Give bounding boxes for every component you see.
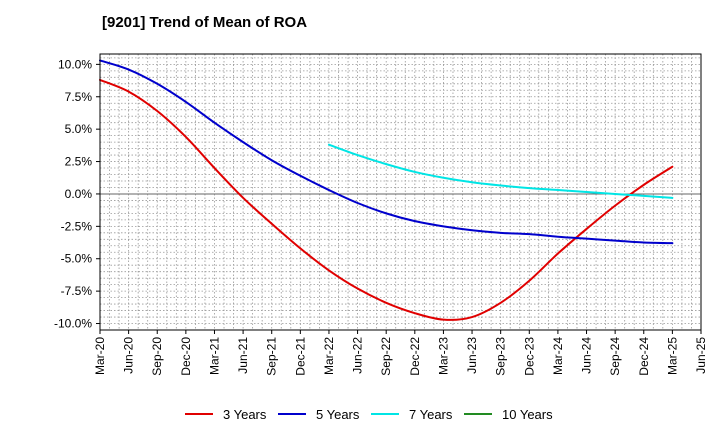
- legend-label-7-years: 7 Years: [409, 407, 453, 422]
- y-tick-label: 2.5%: [65, 155, 93, 169]
- plot-frame: [99, 53, 702, 331]
- y-tick-label: -2.5%: [61, 219, 93, 233]
- x-tick-label: Mar-21: [207, 337, 221, 375]
- x-tick-label: Mar-23: [436, 337, 450, 375]
- y-tick-label: 10.0%: [58, 57, 92, 71]
- y-tick-label: -7.5%: [61, 284, 93, 298]
- x-tick-label: Mar-20: [93, 337, 107, 375]
- x-tick-label: Mar-24: [551, 337, 565, 375]
- legend: 3 Years 5 Years 7 Years 10 Years: [185, 407, 553, 422]
- x-tick-label: Sep-22: [379, 337, 393, 376]
- x-tick-label: Jun-20: [122, 337, 136, 374]
- x-tick-label: Mar-22: [322, 337, 336, 375]
- x-tick-label: Jun-25: [694, 337, 708, 374]
- plot-area: [100, 54, 701, 330]
- x-tick-label: Dec-22: [408, 337, 422, 376]
- x-tick-label: Sep-24: [608, 337, 622, 376]
- x-tick-label: Dec-20: [179, 337, 193, 376]
- y-tick-label: 0.0%: [65, 187, 93, 201]
- x-tick-label: Dec-23: [522, 337, 536, 376]
- chart-title: [9201] Trend of Mean of ROA: [102, 14, 308, 31]
- x-tick-label: Dec-24: [637, 337, 651, 376]
- x-tick-label: Jun-24: [580, 337, 594, 374]
- legend-label-10-years: 10 Years: [502, 407, 553, 422]
- y-tick-label: 7.5%: [65, 90, 93, 104]
- series-lines: [99, 59, 674, 321]
- y-tick-label: -5.0%: [61, 252, 93, 266]
- legend-label-5-years: 5 Years: [316, 407, 360, 422]
- series-line-3-years: [99, 78, 674, 321]
- y-tick-label: -10.0%: [54, 317, 92, 331]
- x-tick-label: Jun-23: [465, 337, 479, 374]
- legend-label-3-years: 3 Years: [223, 407, 267, 422]
- y-tick-label: 5.0%: [65, 122, 93, 136]
- x-tick-label: Sep-21: [265, 337, 279, 376]
- x-tick-label: Dec-21: [293, 337, 307, 376]
- x-tick-label: Sep-23: [494, 337, 508, 376]
- x-tick-label: Sep-20: [150, 337, 164, 376]
- x-tick-label: Jun-22: [351, 337, 365, 374]
- series-line-7-years: [327, 143, 674, 199]
- series-line-5-years: [99, 59, 674, 245]
- x-tick-label: Mar-25: [665, 337, 679, 375]
- axes: 10.0% 7.5% 5.0% 2.5% 0.0% -2.5% -5.0% -7.5% -10.…: [54, 57, 708, 375]
- x-tick-label: Jun-21: [236, 337, 250, 374]
